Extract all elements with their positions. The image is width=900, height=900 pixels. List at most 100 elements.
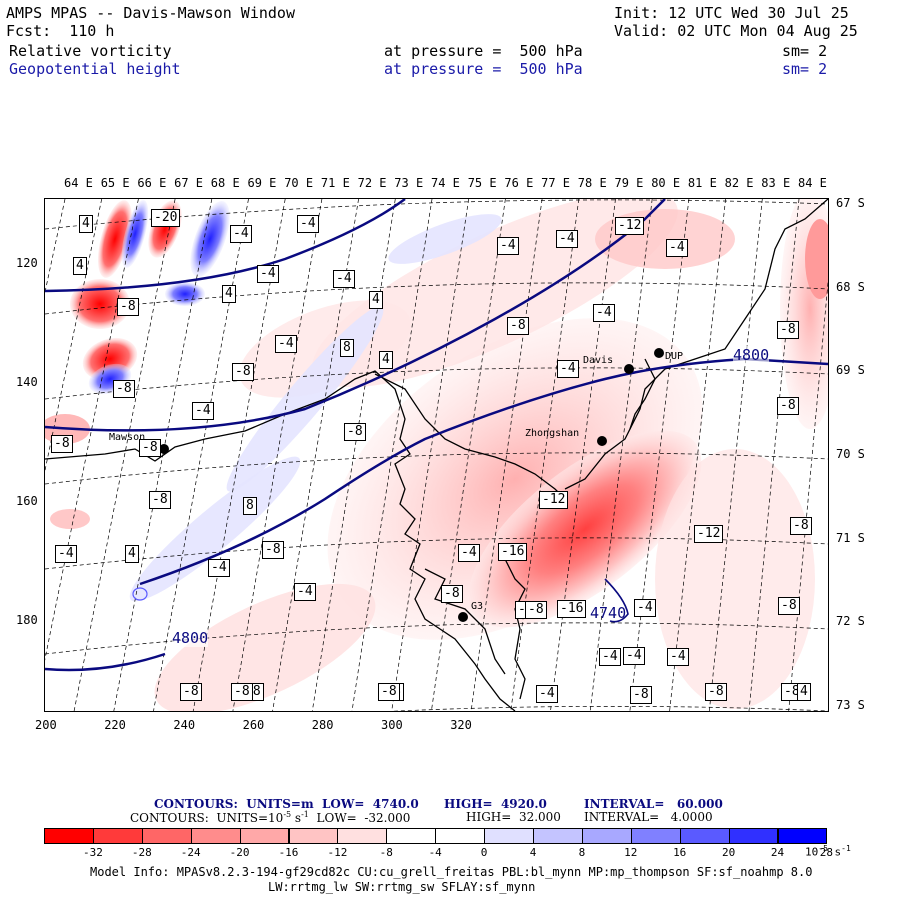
colorbar-label: -32 bbox=[82, 846, 103, 859]
y-axis-label: 120 bbox=[16, 256, 38, 270]
vorticity-label: -8 bbox=[781, 683, 803, 701]
vorticity-label: -8 bbox=[117, 298, 139, 316]
vorticity-label: -12 bbox=[694, 525, 724, 543]
colorbar-label: 0 bbox=[480, 846, 488, 859]
colorbar-swatch bbox=[777, 828, 828, 844]
latitude-label: 72 S bbox=[836, 614, 865, 628]
vorticity-label: 4 bbox=[222, 285, 236, 303]
vorticity-label: -8 bbox=[139, 439, 161, 457]
model-info-line2: LW:rrtmg_lw SW:rrtmg_sw SFLAY:sf_mynn bbox=[268, 880, 536, 894]
vorticity-label: -16 bbox=[557, 600, 587, 618]
contours1-title: CONTOURS: UNITS=m LOW= 4740.0 bbox=[154, 797, 419, 811]
longitude-label: 67 E bbox=[174, 176, 203, 190]
colorbar-unit-exp2: -1 bbox=[841, 844, 851, 853]
x-axis-label: 280 bbox=[311, 718, 334, 732]
vorticity-label: -8 bbox=[778, 597, 800, 615]
vorticity-label: -8 bbox=[231, 683, 253, 701]
longitude-label: 72 E bbox=[357, 176, 387, 190]
colorbar-label: -4 bbox=[428, 846, 442, 859]
map-panel: 4800 4800 4740 Davis DUP Zhongshan Mawson G3… bbox=[44, 198, 829, 712]
station-label: Mawson bbox=[109, 432, 146, 443]
longitude-label: 82 E bbox=[724, 176, 754, 190]
vorticity-label: -16 bbox=[498, 543, 528, 561]
vorticity-label: -8 bbox=[180, 683, 202, 701]
longitude-label: 83 E bbox=[761, 176, 791, 190]
contours2-low: LOW= -32.000 bbox=[308, 811, 411, 825]
station-marker bbox=[159, 444, 169, 454]
longitude-label: 75 E bbox=[467, 176, 497, 190]
station-label: Zhongshan bbox=[525, 428, 580, 439]
colorbar-label: 8 bbox=[578, 846, 586, 859]
longitude-label: 74 E bbox=[431, 176, 460, 190]
colorbar-swatch bbox=[484, 828, 534, 844]
vorticity-label: -8 bbox=[344, 423, 366, 441]
contours1-high: HIGH= 4920.0 bbox=[444, 797, 547, 811]
x-axis-label: 220 bbox=[104, 718, 126, 732]
vorticity-label: 4 bbox=[379, 351, 393, 369]
colorbar-swatch bbox=[337, 828, 388, 844]
vorticity-label: 8 bbox=[340, 339, 354, 357]
colorbar-unit-exp: -5 bbox=[818, 844, 828, 853]
contours2-exp: -5 bbox=[283, 810, 292, 819]
colorbar-swatch bbox=[728, 828, 779, 844]
longitude-label: 79 E bbox=[614, 176, 644, 190]
vorticity-shading bbox=[45, 199, 828, 711]
field2-pressure: at pressure = 500 hPa bbox=[384, 60, 583, 78]
init-time: Init: 12 UTC Wed 30 Jul 25 bbox=[614, 4, 849, 22]
vorticity-label: -8 bbox=[630, 686, 652, 704]
x-axis-label: 320 bbox=[450, 718, 472, 732]
station-marker bbox=[654, 348, 664, 358]
contours2-unit: s bbox=[291, 811, 302, 825]
x-axis-label: 200 bbox=[35, 718, 57, 732]
colorbar-label: -8 bbox=[379, 846, 393, 859]
colorbar-swatch bbox=[533, 828, 583, 844]
coastline bbox=[45, 199, 828, 711]
longitude-label: 81 E bbox=[687, 176, 717, 190]
station-label: DUP bbox=[665, 351, 684, 362]
vorticity-label: -4 bbox=[557, 360, 579, 378]
colorbar-label: -12 bbox=[327, 846, 348, 859]
vorticity-label: -8 bbox=[441, 585, 463, 603]
y-axis-label: 180 bbox=[16, 613, 38, 627]
station-marker bbox=[624, 364, 634, 374]
longitude-label: 70 E bbox=[284, 176, 314, 190]
vorticity-label: -8 bbox=[507, 317, 529, 335]
forecast-hour: Fcst: 110 h bbox=[6, 22, 115, 40]
colorbar-swatch bbox=[386, 828, 437, 844]
vorticity-label: 4 bbox=[797, 683, 811, 701]
latitude-label: 71 S bbox=[836, 531, 865, 545]
colorbar-label: 20 bbox=[721, 846, 736, 859]
colorbar-label: 16 bbox=[673, 846, 687, 859]
latitude-label: 73 S bbox=[836, 698, 865, 712]
vorticity-label: -4 bbox=[257, 265, 279, 283]
contours2-high: HIGH= 32.000 bbox=[466, 810, 561, 824]
vorticity-label: -4 bbox=[667, 648, 689, 666]
colorbar-label: -16 bbox=[278, 846, 299, 859]
contours2-interval: INTERVAL= 4.0000 bbox=[584, 810, 713, 824]
vorticity-label: 4 bbox=[73, 257, 87, 275]
vorticity-label: -4 bbox=[230, 225, 252, 243]
colorbar-swatch bbox=[239, 828, 290, 844]
vorticity-label: -4 bbox=[497, 237, 519, 255]
vorticity-label: -8 bbox=[525, 601, 547, 619]
vorticity-label: -4 bbox=[556, 230, 578, 248]
vorticity-label: 4 bbox=[125, 545, 139, 563]
field1-smoothing: sm= 2 bbox=[782, 42, 828, 60]
height-label: 4800 bbox=[733, 346, 770, 364]
longitude-label: 84 E bbox=[798, 176, 827, 190]
longitude-label: 73 E bbox=[394, 176, 424, 190]
height-contours bbox=[45, 199, 828, 672]
x-axis-label: 240 bbox=[173, 718, 196, 732]
station-label: Davis bbox=[583, 355, 614, 366]
vorticity-label: -20 bbox=[151, 209, 181, 227]
vorticity-label: -12 bbox=[539, 491, 569, 509]
longitude-label: 77 E bbox=[541, 176, 570, 190]
vorticity-label: -4 bbox=[297, 215, 319, 233]
field2-name: Geopotential height bbox=[9, 60, 181, 78]
vorticity-label: -8 bbox=[777, 397, 799, 415]
vorticity-label: -8 bbox=[232, 363, 254, 381]
vorticity-label: -4 bbox=[294, 583, 316, 601]
height-label: 4800 bbox=[172, 629, 209, 647]
x-axis-label: 300 bbox=[381, 718, 403, 732]
latitude-label: 67 S bbox=[836, 196, 865, 210]
